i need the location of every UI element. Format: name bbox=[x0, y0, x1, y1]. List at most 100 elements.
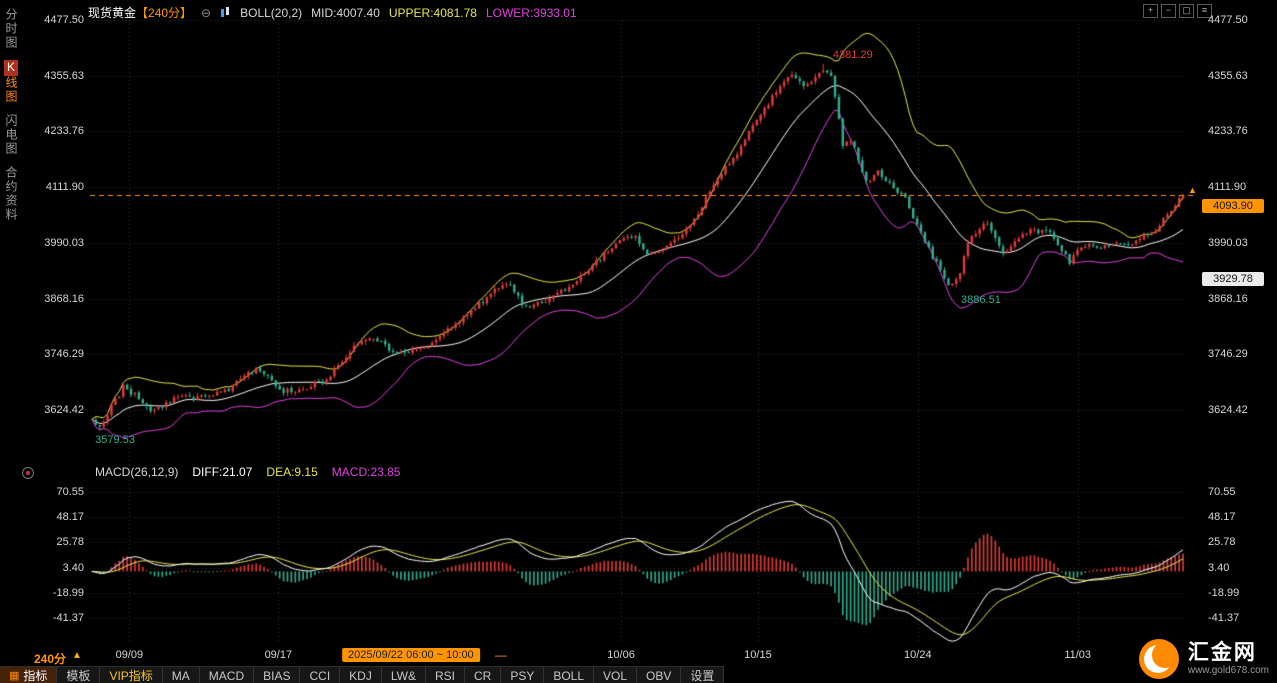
macd-dea-value: DEA:9.15 bbox=[266, 465, 318, 479]
macd-tick-label-right: 48.17 bbox=[1208, 511, 1236, 524]
toolbar-item-bias[interactable]: BIAS bbox=[254, 667, 301, 683]
period-label[interactable]: 240分 bbox=[34, 652, 67, 666]
session-high-annotation: 4381.29 bbox=[832, 48, 873, 61]
symbol-title: 现货黄金 bbox=[88, 6, 137, 20]
toolbar-item-macd[interactable]: MACD bbox=[200, 667, 255, 683]
toolbar-item-label: CCI bbox=[309, 668, 331, 683]
toolbar-item-label: VIP指标 bbox=[109, 669, 153, 683]
selected-range-label: 2025/09/22 06:00 ~ 10:00 bbox=[341, 648, 480, 662]
sidebar-tab-contract-info[interactable]: 合约资料 bbox=[4, 166, 18, 222]
price-tick-label-left: 3746.29 bbox=[44, 348, 84, 361]
price-tick-label-right: 4477.50 bbox=[1208, 14, 1248, 26]
toolbar-item-vip-indicators[interactable]: VIP指标 bbox=[100, 667, 163, 683]
sidebar-tab-lightning-chart[interactable]: 闪电图 bbox=[4, 114, 18, 156]
price-tick-label-left: 4111.90 bbox=[45, 181, 84, 194]
macd-tick-label-right: 3.40 bbox=[1208, 561, 1230, 574]
toolbar-item-indicators[interactable]: ▦ 指标 bbox=[0, 667, 58, 683]
toolbar-item-label: PSY bbox=[510, 668, 535, 683]
toolbar-item-settings[interactable]: 设置 bbox=[681, 667, 725, 683]
toolbar-item-label: 模板 bbox=[66, 669, 91, 683]
boll-upper-value: UPPER:4081.78 bbox=[388, 5, 477, 20]
toolbar-item-label: BIAS bbox=[263, 668, 291, 683]
boll-mid-value: MID:4007.40 bbox=[311, 5, 380, 20]
macd-header: MACD(26,12,9) DIFF:21.07 DEA:9.15 MACD:2… bbox=[95, 465, 400, 479]
restore-window-icon[interactable]: ▢ bbox=[1179, 4, 1194, 18]
price-tick-label-left: 3624.42 bbox=[44, 404, 84, 416]
toolbar-item-cci[interactable]: CCI bbox=[300, 667, 341, 683]
price-tick-label-left: 4233.76 bbox=[44, 125, 84, 138]
price-tick-label-right: 3624.42 bbox=[1208, 404, 1248, 416]
price-direction-arrow-icon: ▲ bbox=[1188, 184, 1197, 195]
toolbar-item-label: CR bbox=[473, 668, 492, 683]
toolbar-item-rsi[interactable]: RSI bbox=[426, 667, 465, 683]
price-tick-label-left: 4355.63 bbox=[44, 69, 84, 82]
boll-label: BOLL(20,2) bbox=[240, 5, 303, 20]
lower-band-price-badge: 3929.78 bbox=[1202, 272, 1264, 287]
indicator-marker-icon[interactable] bbox=[22, 467, 34, 479]
toolbar-item-psy[interactable]: PSY bbox=[501, 667, 545, 683]
x-axis-label: 09/17 bbox=[264, 649, 293, 661]
menu-icon[interactable]: ≡ bbox=[1197, 4, 1212, 18]
toolbar-item-label: LW& bbox=[390, 668, 416, 683]
toolbar-item-label: MACD bbox=[208, 668, 245, 683]
current-price-badge: 4093.90 bbox=[1202, 198, 1264, 213]
zoom-in-icon[interactable]: + bbox=[1143, 4, 1158, 18]
toolbar-item-label: MA bbox=[171, 668, 190, 683]
toolbar-item-label: KDJ bbox=[349, 668, 372, 683]
candlestick-mini-icon bbox=[220, 7, 231, 18]
site-logo[interactable]: 汇金网 www.gold678.com bbox=[1138, 639, 1269, 679]
price-tick-label-right: 3990.03 bbox=[1208, 236, 1248, 249]
bottom-toolbar: ▦ 指标 模板 VIP指标 MA MACD BIAS CCI KDJ LW& RSI CR PSY BOL… bbox=[0, 666, 725, 683]
zoom-out-icon[interactable]: − bbox=[1161, 4, 1176, 18]
boll-lower-value: LOWER:3933.01 bbox=[485, 5, 577, 20]
collapse-indicator-icon[interactable]: ⊖ bbox=[201, 5, 212, 20]
macd-tick-label-left: -41.37 bbox=[52, 612, 84, 624]
x-axis-label: 11/03 bbox=[1064, 649, 1092, 661]
period-tag[interactable]: 【240分】 bbox=[136, 6, 193, 20]
price-tick-label-right: 4355.63 bbox=[1208, 69, 1248, 82]
macd-tick-label-left: 48.17 bbox=[56, 511, 84, 524]
x-axis-label: 10/15 bbox=[744, 649, 772, 661]
macd-tick-label-right: 25.78 bbox=[1208, 536, 1236, 549]
toolbar-item-ma[interactable]: MA bbox=[163, 667, 200, 683]
macd-tick-label-right: 70.55 bbox=[1208, 486, 1236, 498]
x-axis-label: 10/06 bbox=[607, 649, 635, 661]
toolbar-item-label: 指标 bbox=[23, 669, 48, 683]
toolbar-item-label: BOLL bbox=[553, 668, 585, 683]
macd-tick-label-right: -18.99 bbox=[1208, 586, 1240, 599]
macd-tick-label-left: 3.40 bbox=[62, 561, 84, 574]
toolbar-item-cr[interactable]: CR bbox=[465, 667, 502, 683]
toolbar-item-lwr[interactable]: LW& bbox=[382, 667, 426, 683]
toolbar-item-label: OBV bbox=[646, 668, 672, 683]
window-controls: + − ▢ ≡ bbox=[1143, 4, 1212, 18]
price-tick-label-right: 3868.16 bbox=[1208, 292, 1248, 305]
session-low-annotation: 3579.53 bbox=[95, 433, 135, 446]
site-name: 汇金网 bbox=[1187, 641, 1257, 665]
macd-tick-label-right: -41.37 bbox=[1208, 612, 1240, 624]
toolbar-item-label: VOL bbox=[603, 668, 628, 683]
macd-diff-value: DIFF:21.07 bbox=[192, 465, 253, 479]
macd-tick-label-left: 25.78 bbox=[56, 536, 84, 549]
macd-tick-label-left: -18.99 bbox=[52, 586, 84, 599]
toolbar-item-templates[interactable]: 模板 bbox=[57, 667, 101, 683]
left-sidebar: 分时图 K线图 闪电图 合约资料 bbox=[0, 0, 20, 683]
indicator-grid-icon: ▦ bbox=[9, 670, 20, 682]
price-tick-label-right: 4233.76 bbox=[1208, 125, 1248, 138]
macd-bar-value: MACD:23.85 bbox=[331, 465, 401, 479]
price-tick-label-right: 4111.90 bbox=[1208, 181, 1247, 194]
price-tick-label-left: 4477.50 bbox=[44, 14, 84, 26]
toolbar-item-kdj[interactable]: KDJ bbox=[340, 667, 382, 683]
toolbar-item-label: 设置 bbox=[690, 669, 715, 683]
toolbar-item-vol[interactable]: VOL bbox=[594, 667, 638, 683]
sidebar-tab-kline-chart[interactable]: K线图 bbox=[4, 60, 18, 104]
range-dash: — bbox=[494, 648, 507, 662]
price-tick-label-right: 3746.29 bbox=[1208, 348, 1248, 361]
toolbar-item-boll[interactable]: BOLL bbox=[544, 667, 595, 683]
price-tick-label-left: 3990.03 bbox=[44, 236, 84, 249]
toolbar-item-obv[interactable]: OBV bbox=[637, 667, 682, 683]
swing-low-annotation: 3886.51 bbox=[961, 294, 1001, 307]
sidebar-tab-time-chart[interactable]: 分时图 bbox=[4, 8, 18, 50]
site-url: www.gold678.com bbox=[1187, 665, 1269, 677]
